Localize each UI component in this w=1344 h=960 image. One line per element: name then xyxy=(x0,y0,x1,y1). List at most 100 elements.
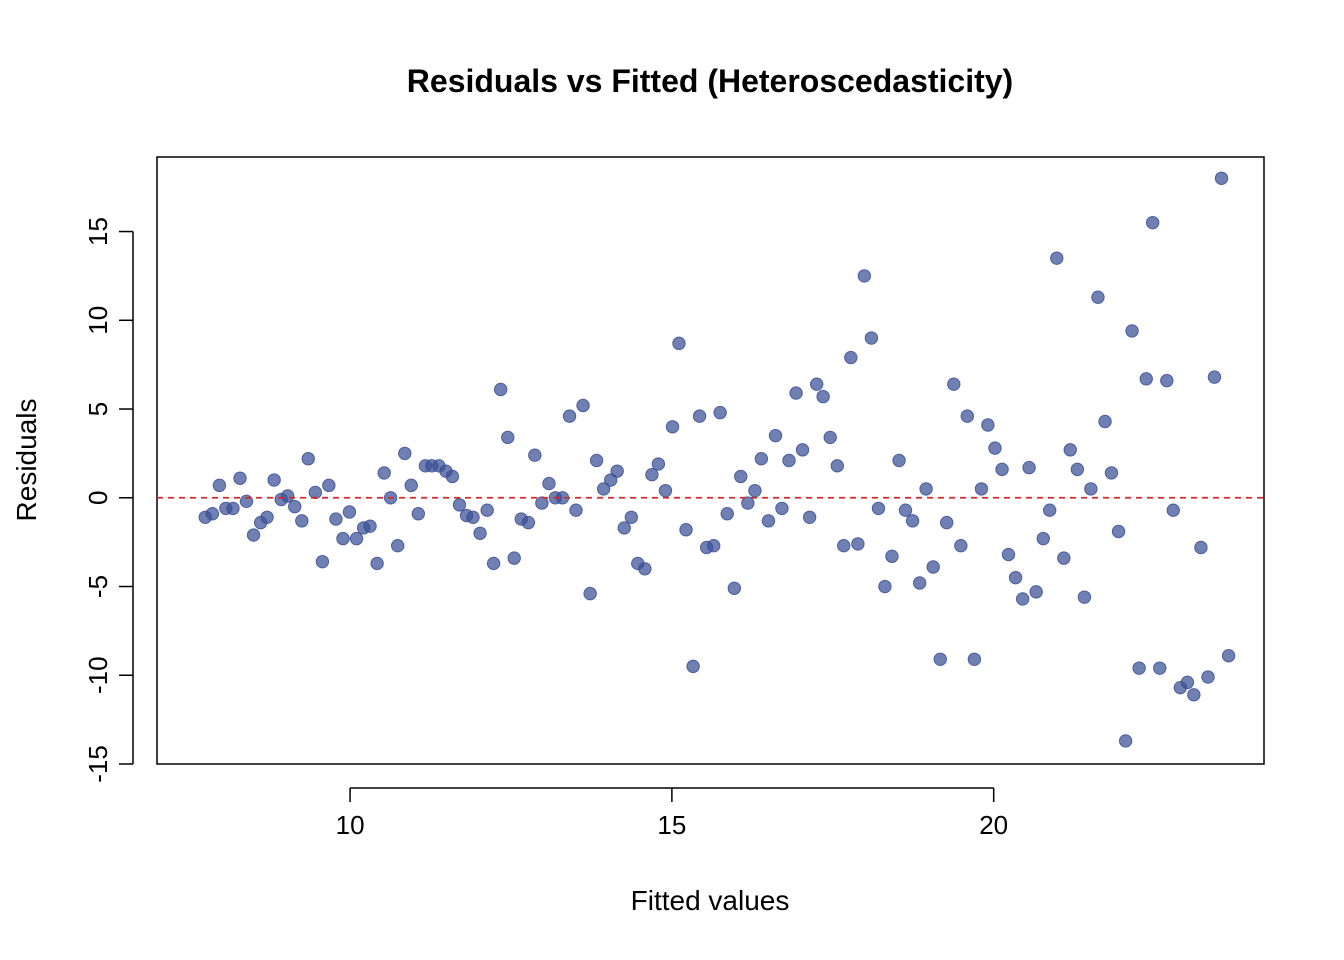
data-point xyxy=(1070,462,1085,477)
data-point xyxy=(226,501,240,516)
data-point xyxy=(528,448,542,462)
data-point xyxy=(638,562,652,576)
data-point xyxy=(1187,688,1201,702)
data-point xyxy=(905,514,920,528)
x-axis-label: Fitted values xyxy=(631,885,790,916)
data-point xyxy=(452,498,467,512)
data-point xyxy=(912,576,927,590)
data-point xyxy=(1104,466,1119,480)
data-point xyxy=(589,453,604,468)
y-tick-label: -15 xyxy=(83,745,113,783)
data-point xyxy=(954,538,968,553)
data-point xyxy=(1063,443,1077,457)
data-point xyxy=(322,478,336,493)
data-point xyxy=(1145,215,1160,230)
data-point xyxy=(486,556,501,571)
data-point xyxy=(501,430,515,445)
data-point xyxy=(583,586,597,601)
data-point xyxy=(795,443,810,457)
data-point xyxy=(837,538,851,553)
data-point xyxy=(363,519,377,533)
data-point xyxy=(617,521,631,535)
data-point xyxy=(1036,531,1050,546)
data-point xyxy=(404,478,418,493)
data-point xyxy=(562,409,577,423)
data-point xyxy=(782,453,796,468)
data-point xyxy=(233,471,247,485)
y-tick-label: 10 xyxy=(83,306,113,335)
data-point xyxy=(1022,460,1036,475)
data-point xyxy=(658,483,673,498)
data-point xyxy=(1207,370,1222,384)
data-point xyxy=(892,453,906,468)
data-point xyxy=(1077,590,1092,604)
data-point xyxy=(665,420,680,434)
data-point xyxy=(748,483,762,498)
data-point xyxy=(1153,661,1167,675)
data-point xyxy=(246,528,261,542)
data-point xyxy=(727,581,742,595)
data-point xyxy=(576,398,590,413)
data-point xyxy=(988,441,1002,455)
data-point xyxy=(775,501,789,516)
data-point xyxy=(205,507,220,521)
data-point xyxy=(349,531,364,546)
data-point xyxy=(260,510,274,524)
data-point xyxy=(542,476,556,491)
data-point xyxy=(480,503,494,517)
data-point xyxy=(741,496,755,510)
data-point xyxy=(871,501,886,516)
data-point xyxy=(1057,551,1071,565)
data-point xyxy=(692,409,707,423)
y-tick-label: -10 xyxy=(83,656,113,694)
data-point xyxy=(1008,570,1023,585)
chart-title: Residuals vs Fitted (Heteroscedasticity) xyxy=(407,63,1013,99)
data-point xyxy=(1111,524,1126,539)
data-point xyxy=(878,579,892,594)
data-point xyxy=(507,551,521,565)
data-point xyxy=(686,659,700,674)
data-point xyxy=(535,496,549,510)
data-point xyxy=(342,505,357,519)
data-point xyxy=(1180,675,1195,690)
data-point xyxy=(713,405,727,420)
data-point xyxy=(1050,251,1064,265)
data-point xyxy=(802,510,817,524)
data-point xyxy=(926,560,940,574)
data-point xyxy=(864,331,879,345)
data-point xyxy=(898,503,913,517)
data-point xyxy=(947,377,961,391)
data-point xyxy=(651,457,666,471)
data-point xyxy=(329,512,343,526)
data-point xyxy=(830,459,844,473)
data-point xyxy=(280,489,295,503)
data-point xyxy=(398,446,412,461)
data-point xyxy=(816,389,830,404)
x-axis: 10 15 20 xyxy=(336,787,1008,840)
data-point xyxy=(1084,482,1098,496)
data-point xyxy=(844,350,858,365)
data-point xyxy=(336,531,350,546)
data-point xyxy=(761,514,776,528)
data-point xyxy=(919,482,933,496)
data-point xyxy=(212,478,227,493)
y-tick-label: 0 xyxy=(83,491,113,505)
data-point xyxy=(569,503,583,517)
data-point xyxy=(768,428,783,443)
data-point xyxy=(391,538,405,553)
data-point xyxy=(301,452,315,466)
plot-area-border xyxy=(156,156,1265,765)
data-point xyxy=(720,507,734,521)
data-point xyxy=(1201,670,1215,684)
data-point xyxy=(967,652,982,666)
data-point xyxy=(974,482,989,496)
y-tick-label: 15 xyxy=(83,217,113,246)
data-point xyxy=(493,382,508,397)
data-point xyxy=(267,473,281,487)
data-point xyxy=(1091,290,1105,304)
data-point xyxy=(960,409,974,423)
data-point xyxy=(1166,503,1180,517)
data-point xyxy=(1042,503,1057,517)
data-point xyxy=(995,462,1009,477)
